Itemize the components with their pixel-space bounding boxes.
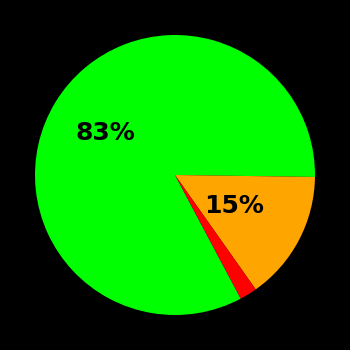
Text: 15%: 15%: [204, 194, 264, 218]
Text: 83%: 83%: [76, 121, 135, 145]
Wedge shape: [35, 35, 315, 315]
Wedge shape: [175, 175, 315, 289]
Wedge shape: [175, 175, 256, 299]
